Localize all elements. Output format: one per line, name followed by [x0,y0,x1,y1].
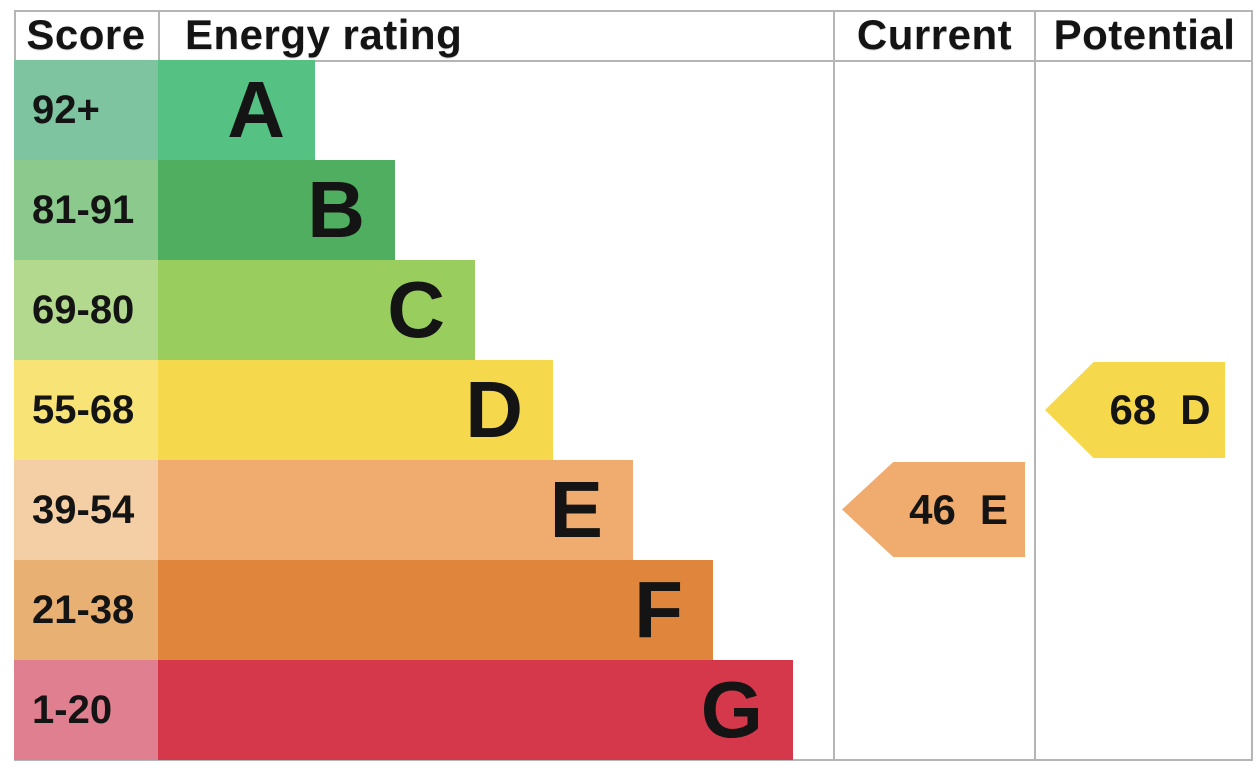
band-bar-a: A [158,60,315,160]
band-letter: A [227,65,285,154]
current-rating-value: 46 [909,485,956,533]
score-range-cell-a: 92+ [14,60,158,160]
score-range-cell-c: 69-80 [14,260,158,360]
band-bar-e: E [158,460,633,560]
score-column-divider-line [158,10,160,62]
current-rating-arrow: 46 E [842,462,1025,557]
score-range-label: 81-91 [32,187,135,232]
score-range-cell-e: 39-54 [14,460,158,560]
band-letter: G [700,665,763,754]
header-divider-line [14,60,1253,62]
band-letter: D [465,365,523,454]
score-column-header-label: Score [26,11,146,58]
band-letter: B [307,165,365,254]
potential-column-header-label: Potential [1053,11,1236,58]
current-column-header-label: Current [856,11,1013,58]
potential-rating-band-letter: D [1180,386,1211,433]
potential-rating-value: 68 [1109,386,1157,433]
band-bar-b: B [158,160,395,260]
score-range-cell-b: 81-91 [14,160,158,260]
energy-rating-column-header-label: Energy rating [185,11,463,58]
current-column-divider-line [833,10,835,759]
band-bar-g: G [158,660,793,760]
score-range-cell-g: 1-20 [14,660,158,760]
score-range-cell-f: 21-38 [14,560,158,660]
score-column-header: Score [14,10,158,60]
energy-rating-column-header: Energy rating [158,10,860,60]
score-range-label: 21-38 [32,587,135,632]
score-range-label: 55-68 [32,387,135,432]
score-range-label: 1-20 [32,687,113,732]
potential-rating-arrow: 68 D [1045,362,1225,458]
score-range-label: 69-80 [32,287,135,332]
score-range-label: 92+ [32,87,100,132]
score-range-label: 39-54 [32,487,135,532]
potential-column-header: Potential [1036,10,1253,60]
band-bar-f: F [158,560,713,660]
band-letter: C [387,265,445,354]
current-column-header: Current [835,10,1034,60]
band-letter: F [634,565,683,654]
current-rating-band-letter: E [979,485,1008,533]
score-range-cell-d: 55-68 [14,360,158,460]
band-bar-c: C [158,260,475,360]
band-letter: E [549,465,603,554]
potential-column-divider-line [1034,10,1036,759]
band-bar-d: D [158,360,553,460]
